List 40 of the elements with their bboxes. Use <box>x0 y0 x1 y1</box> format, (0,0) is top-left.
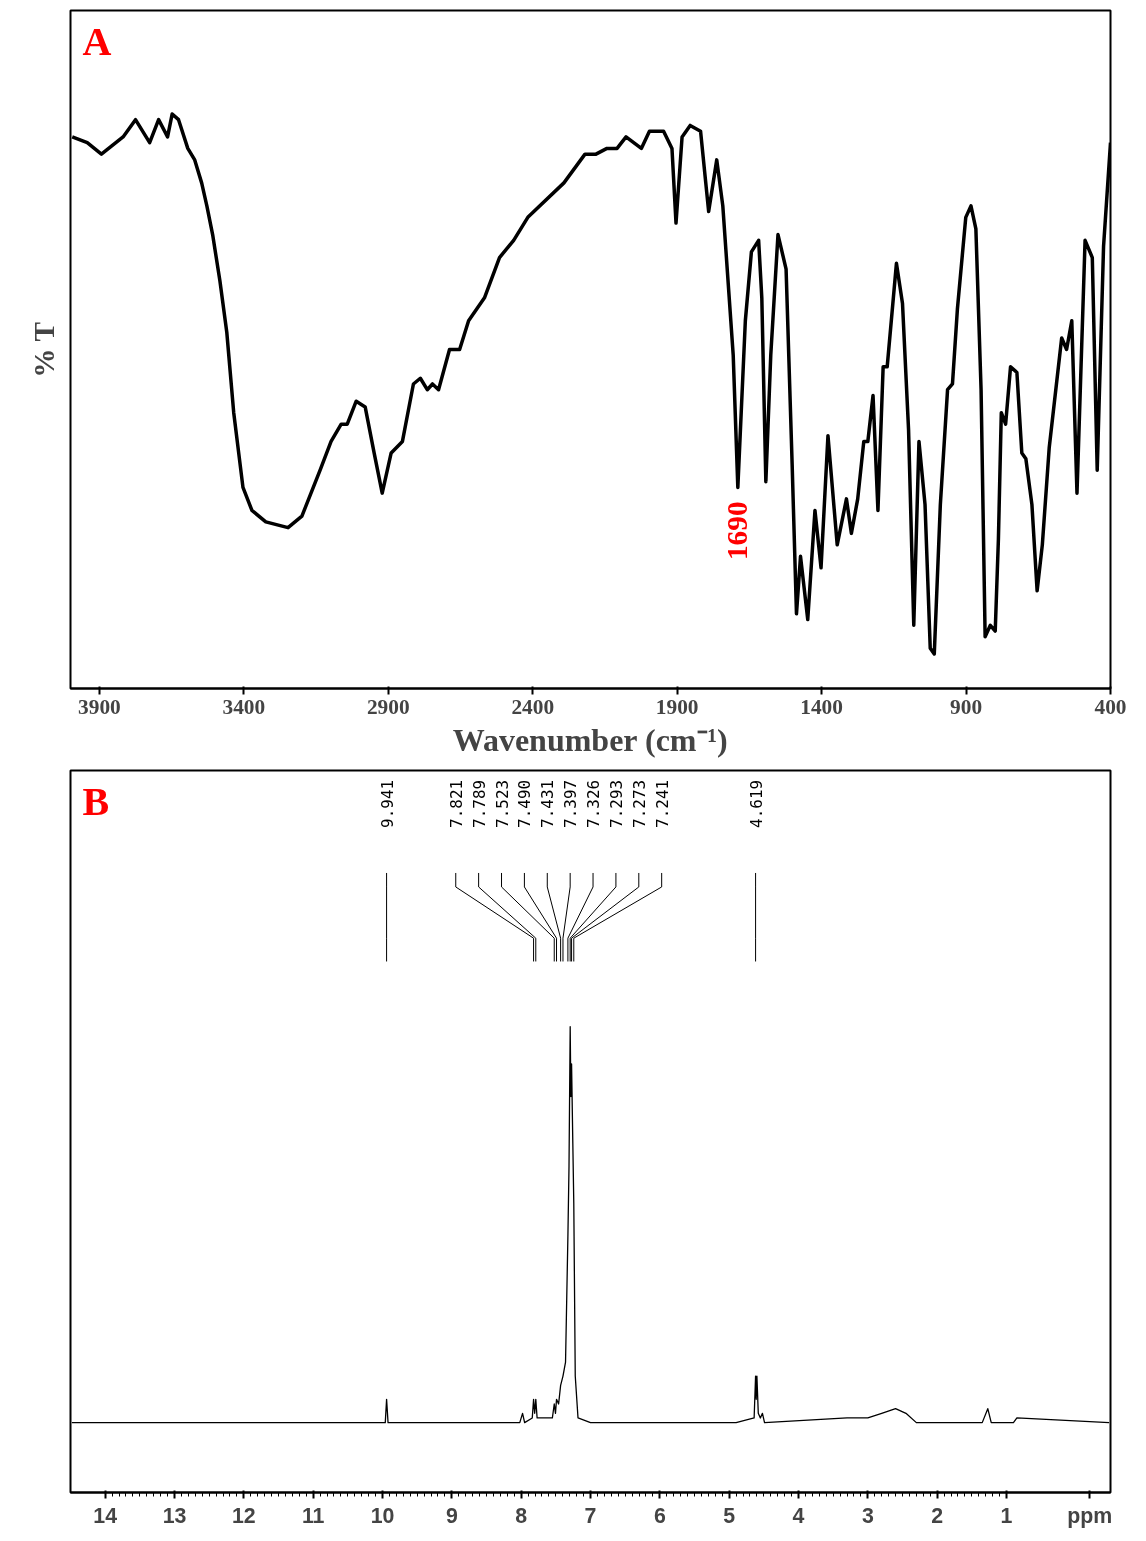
x-tick-label: 2900 <box>366 694 410 719</box>
text: 7.397 <box>561 779 581 828</box>
x-tick-label: 8 <box>515 1503 528 1528</box>
x-tick-label: 400 <box>1094 694 1127 719</box>
text: 7.431 <box>538 779 558 828</box>
x-tick-label: 3400 <box>222 694 266 719</box>
text: 7.273 <box>629 779 649 828</box>
text: 7.326 <box>584 779 604 828</box>
text: 9.941 <box>377 779 397 828</box>
x-tick-label: 11 <box>301 1503 325 1528</box>
x-tick-label: 9 <box>445 1503 458 1528</box>
x-tick-label: 14 <box>93 1503 118 1528</box>
x-tick-label: 1900 <box>655 694 699 719</box>
x-tick-label: 2400 <box>511 694 555 719</box>
x-tick-label: 1 <box>1000 1503 1013 1528</box>
annotation: 1690 <box>721 501 754 561</box>
chart-title: B <box>82 778 110 824</box>
x-tick-label: 10 <box>370 1503 395 1528</box>
x-axis-title: Wavenumber (cm⁻¹) <box>452 721 728 758</box>
text: 4.619 <box>746 779 766 828</box>
x-tick-label: 13 <box>162 1503 187 1528</box>
x-tick-label: 1400 <box>800 694 843 719</box>
text: 7.523 <box>492 779 512 828</box>
x-tick-label: 3900 <box>78 694 121 719</box>
chart-title: A <box>82 18 112 64</box>
y-axis-title: % T <box>27 321 60 378</box>
x-tick-label: 5 <box>723 1503 736 1528</box>
x-tick-label: 7 <box>584 1503 597 1528</box>
text: 7.241 <box>652 779 672 828</box>
text: 7.490 <box>515 779 535 828</box>
x-tick-label: 900 <box>950 694 983 719</box>
x-axis-title: ppm <box>1067 1503 1113 1528</box>
x-tick-label: 12 <box>231 1503 256 1528</box>
x-tick-label: 3 <box>861 1503 874 1528</box>
text: 7.821 <box>446 779 466 828</box>
x-tick-label: 2 <box>931 1503 944 1528</box>
text: 7.293 <box>606 779 626 828</box>
x-tick-label: 6 <box>653 1503 666 1528</box>
x-tick-label: 4 <box>792 1503 805 1528</box>
text: 7.789 <box>469 779 489 828</box>
